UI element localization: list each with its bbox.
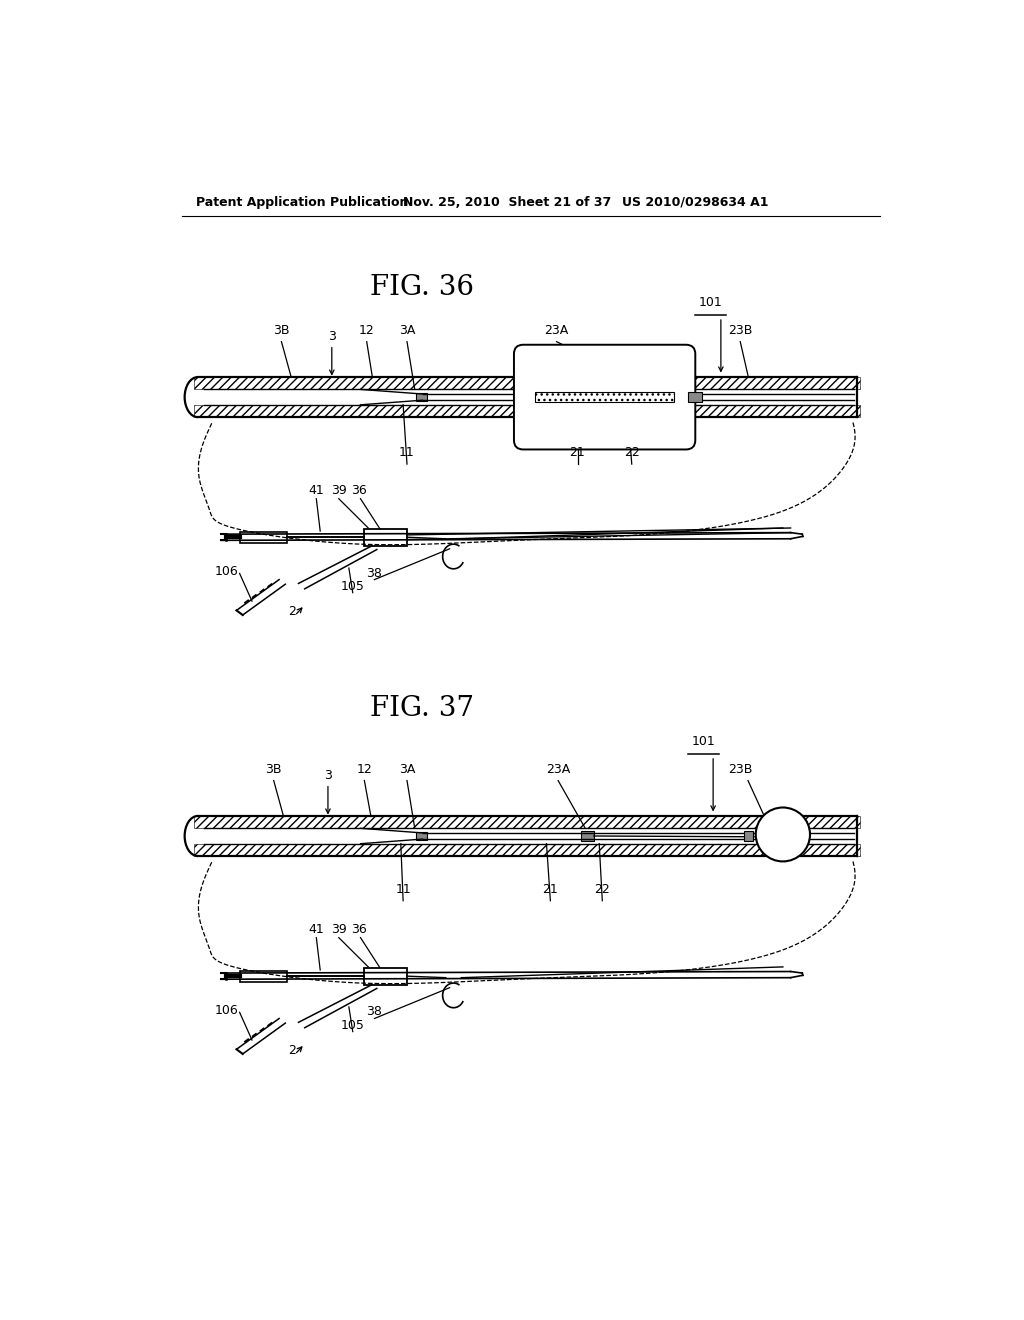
- Text: 21: 21: [569, 446, 586, 459]
- Text: FIG. 37: FIG. 37: [371, 696, 474, 722]
- Bar: [241, 532, 287, 543]
- Bar: [582, 832, 594, 841]
- Text: 106: 106: [214, 565, 238, 578]
- Text: 12: 12: [358, 323, 375, 337]
- Text: 39: 39: [331, 923, 347, 936]
- Text: 3: 3: [328, 330, 336, 343]
- Text: 11: 11: [395, 883, 411, 896]
- Bar: [194, 843, 860, 857]
- Text: 38: 38: [367, 1006, 382, 1019]
- Text: 22: 22: [624, 446, 640, 459]
- Text: 36: 36: [351, 923, 367, 936]
- Bar: [194, 378, 860, 389]
- Text: 3A: 3A: [398, 323, 415, 337]
- FancyBboxPatch shape: [514, 345, 695, 449]
- Bar: [535, 392, 675, 403]
- Text: FIG. 36: FIG. 36: [371, 275, 474, 301]
- Text: 2: 2: [289, 1044, 296, 1057]
- Text: 41: 41: [308, 484, 325, 498]
- Text: 41: 41: [308, 923, 325, 936]
- Text: 101: 101: [699, 296, 723, 309]
- Text: 23A: 23A: [546, 763, 570, 776]
- Text: 39: 39: [331, 484, 347, 498]
- Text: 23B: 23B: [728, 323, 753, 337]
- Bar: [417, 393, 427, 401]
- Text: 3B: 3B: [273, 323, 290, 337]
- Text: 38: 38: [367, 566, 382, 579]
- Text: 21: 21: [543, 883, 558, 896]
- Bar: [687, 392, 701, 401]
- Bar: [417, 832, 427, 840]
- Text: 23B: 23B: [728, 763, 753, 776]
- Text: 106: 106: [214, 1005, 238, 1018]
- Text: 11: 11: [399, 446, 415, 459]
- Text: 105: 105: [341, 1019, 365, 1032]
- Text: US 2010/0298634 A1: US 2010/0298634 A1: [623, 195, 769, 209]
- Bar: [744, 832, 754, 841]
- Bar: [365, 968, 407, 985]
- Bar: [241, 970, 287, 982]
- Text: 36: 36: [351, 484, 367, 498]
- Text: 3B: 3B: [265, 763, 282, 776]
- Bar: [194, 405, 860, 417]
- Text: 3: 3: [324, 770, 332, 781]
- Text: 23A: 23A: [545, 323, 568, 337]
- Text: 12: 12: [356, 763, 373, 776]
- Text: 22: 22: [594, 883, 610, 896]
- Text: 101: 101: [691, 735, 715, 748]
- Text: 3A: 3A: [398, 763, 415, 776]
- Text: Patent Application Publication: Patent Application Publication: [197, 195, 409, 209]
- Text: 2: 2: [289, 605, 296, 618]
- Text: Nov. 25, 2010  Sheet 21 of 37: Nov. 25, 2010 Sheet 21 of 37: [403, 195, 611, 209]
- Bar: [365, 529, 407, 545]
- Circle shape: [756, 808, 810, 862]
- Text: 105: 105: [341, 579, 365, 593]
- Bar: [194, 816, 860, 829]
